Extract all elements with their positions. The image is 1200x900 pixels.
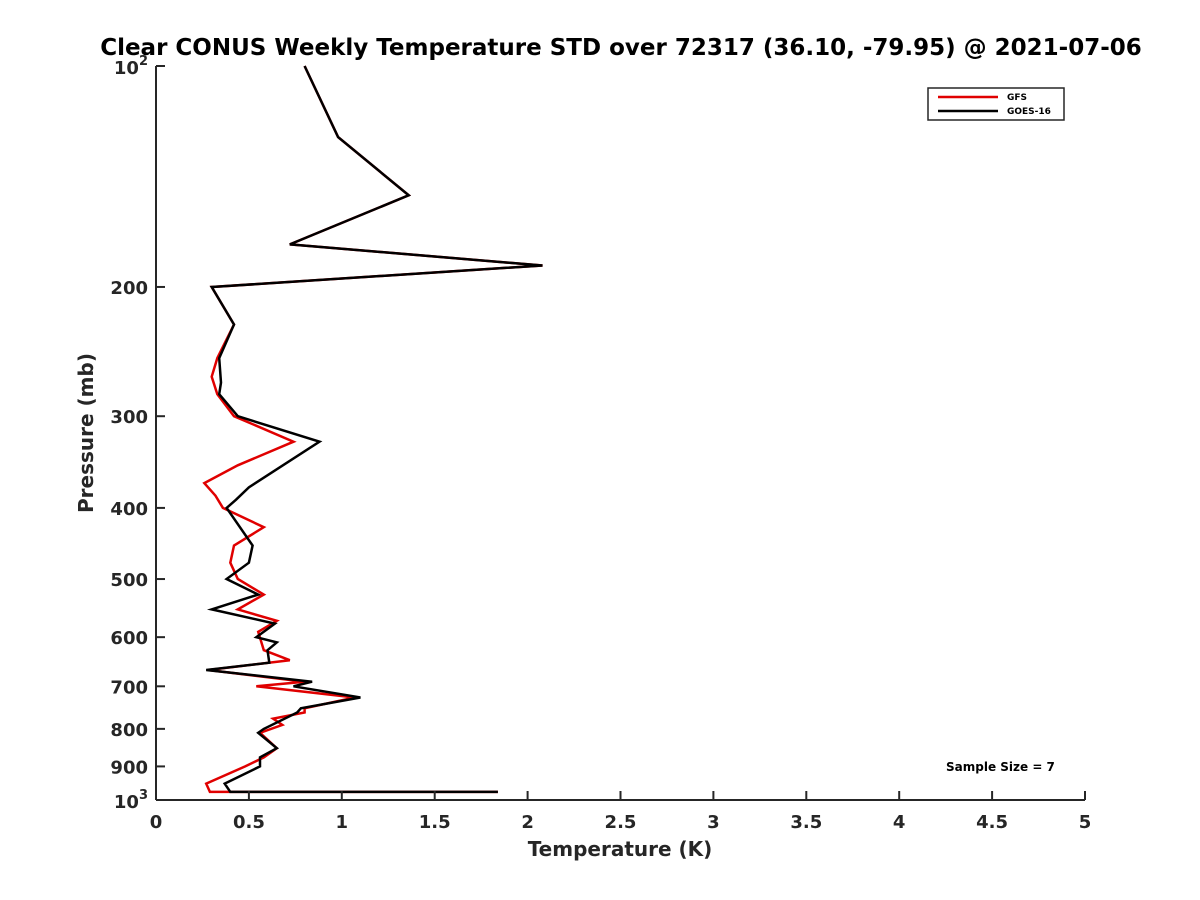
x-axis-label: Temperature (K) [528,837,713,861]
x-tick-label: 3 [707,812,720,833]
y-axis-label: Pressure (mb) [74,353,98,513]
series-line-goes-16 [206,65,543,794]
x-tick-label: 0 [150,812,163,833]
plot-area [155,65,1085,801]
y-tick-base: 10 [114,792,139,813]
y-tick-label: 102 [114,54,148,79]
y-tick-label: 300 [110,407,148,428]
legend-goes-label: GOES-16 [1007,107,1051,117]
y-tick-exponent: 2 [139,54,148,69]
x-tick-label: 2 [521,812,534,833]
series-line-gfs [202,65,543,794]
y-tick-label: 800 [110,720,148,741]
x-tick-label: 0.5 [233,812,265,833]
x-tick-label: 2.5 [605,812,637,833]
x-tick-label: 5 [1079,812,1092,833]
legend: GFS GOES-16 [927,87,1065,121]
sample-size-note: Sample Size = 7 [946,760,1055,774]
x-tick-label: 4.5 [976,812,1008,833]
x-axis-ticks: 0 0.5 1 1.5 2 2.5 3 3.5 4 4.5 5 [150,791,1092,833]
y-tick-label: 700 [110,677,148,698]
x-tick-label: 3.5 [790,812,822,833]
y-tick-label: 200 [110,278,148,299]
y-tick-label: 103 [114,788,148,813]
y-tick-label: 400 [110,499,148,520]
x-tick-label: 1 [336,812,349,833]
y-tick-label: 900 [110,757,148,778]
y-tick-base: 10 [114,58,139,79]
y-tick-label: 600 [110,628,148,649]
x-tick-label: 1.5 [419,812,451,833]
legend-gfs-label: GFS [1007,93,1027,103]
y-tick-exponent: 3 [139,788,148,803]
x-tick-label: 4 [893,812,906,833]
legend-box [927,87,1065,121]
y-tick-label: 500 [110,570,148,591]
chart-title: Clear CONUS Weekly Temperature STD over … [100,35,1142,61]
